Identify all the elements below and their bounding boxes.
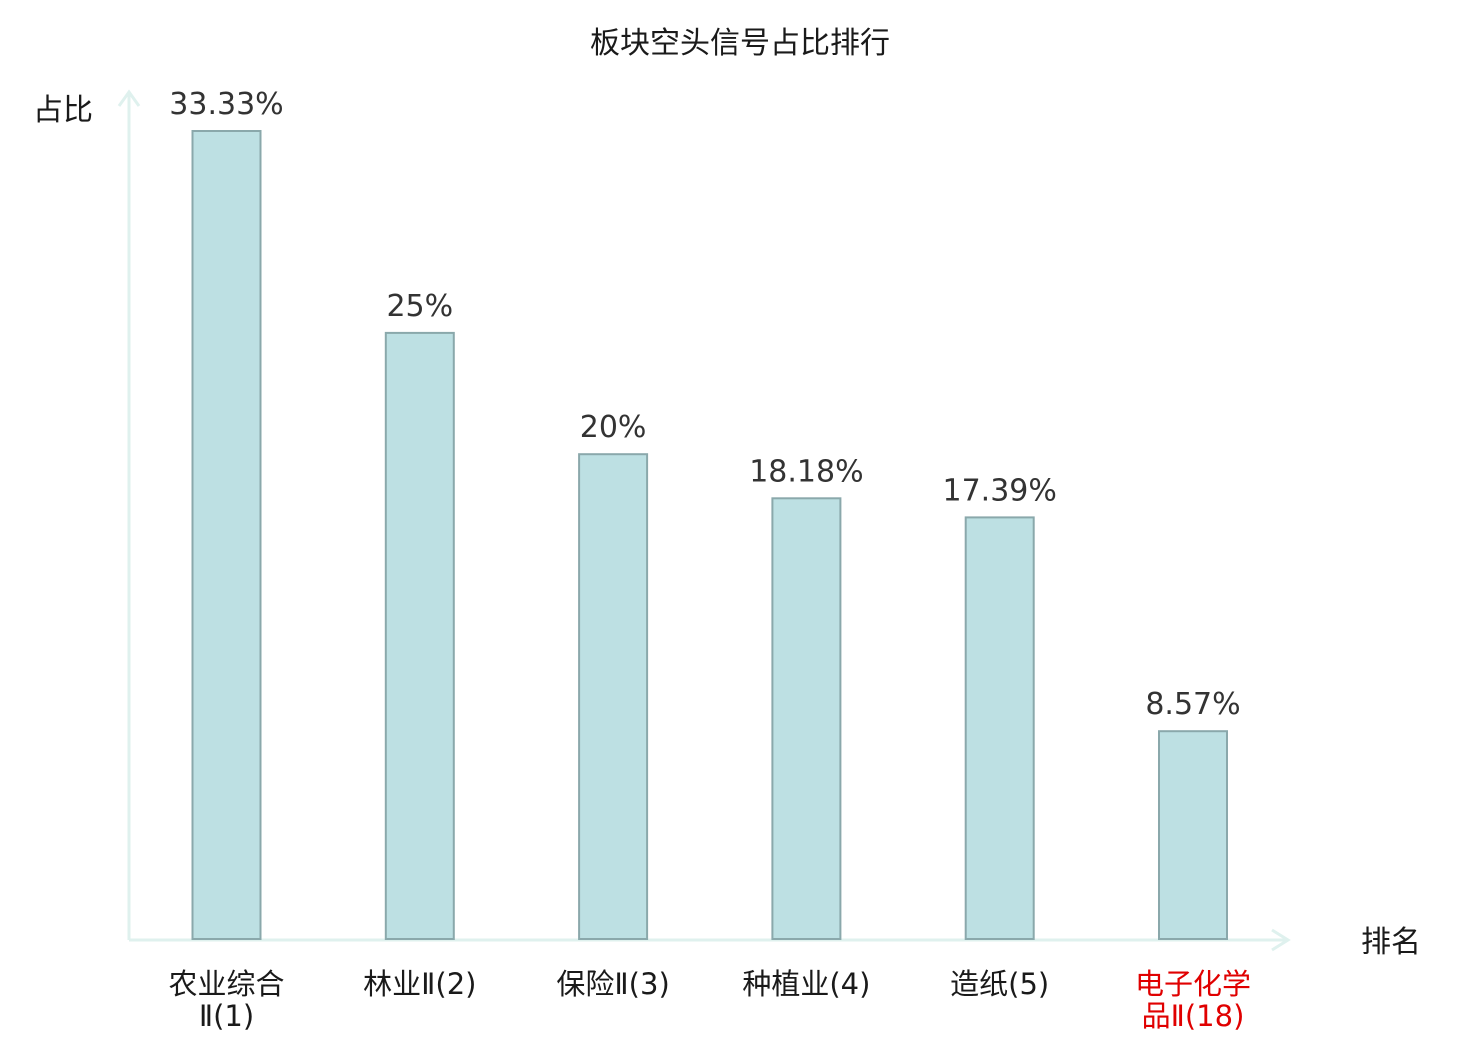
value-label-2: 25% [386, 289, 453, 324]
y-axis-arrow-icon [117, 89, 141, 107]
bar-4 [771, 497, 842, 940]
x-axis-arrow-icon [1271, 928, 1291, 952]
bar-2 [384, 331, 455, 940]
category-label-4: 种植业(4) [742, 967, 870, 1001]
y-axis-label: 占比 [33, 93, 93, 128]
chart-title: 板块空头信号占比排行 [590, 26, 890, 61]
category-label-6-line2: 品Ⅱ(18) [1142, 999, 1245, 1033]
category-label-2: 林业Ⅱ(2) [363, 967, 476, 1001]
value-label-5: 17.39% [943, 473, 1057, 508]
value-label-3: 20% [580, 410, 647, 445]
value-label-1: 33.33% [169, 87, 283, 122]
value-label-4: 18.18% [749, 454, 863, 489]
axes [117, 89, 1291, 952]
category-label-1-line2: Ⅱ(1) [199, 999, 254, 1033]
value-labels-group: 33.33% 25% 20% 18.18% 17.39% 8.57% [169, 87, 1240, 722]
bar-1 [191, 130, 262, 940]
bars-group [191, 130, 1228, 941]
x-axis-label: 排名 [1361, 925, 1421, 960]
category-label-1: 农业综合 [168, 967, 284, 1001]
bar-3 [578, 453, 649, 940]
bar-6 [1158, 730, 1228, 941]
category-label-6: 电子化学 [1135, 967, 1251, 1001]
value-label-6: 8.57% [1145, 687, 1240, 722]
category-label-3: 保险Ⅱ(3) [556, 967, 669, 1001]
bar-5 [964, 516, 1035, 941]
category-label-5: 造纸(5) [950, 967, 1049, 1001]
